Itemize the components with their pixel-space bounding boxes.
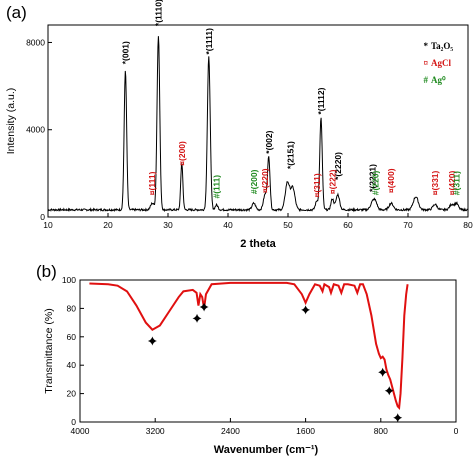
ftir-x-tick-label: 1600 [296, 426, 315, 436]
xrd-peak-label: *(002) [264, 130, 274, 153]
ftir-y-tick-label: 40 [67, 360, 77, 370]
xrd-x-tick-label: 80 [463, 220, 473, 230]
xrd-peak-label: *(001) [120, 41, 130, 64]
xrd-peak-label: ¤(311) [312, 173, 322, 197]
xrd-legend: * Ta₂O₅¤ AgCl# Ag⁰ [424, 41, 454, 85]
xrd-peak-label: ¤(400) [386, 168, 396, 193]
xrd-peak-label: #(220) [371, 170, 381, 195]
ftir-x-tick-label: 2400 [221, 426, 240, 436]
xrd-peak-label: *(1110) [153, 0, 163, 26]
xrd-legend-marker: * [424, 41, 429, 51]
ftir-spectrum-line [89, 281, 409, 411]
xrd-legend-label: Ag⁰ [431, 75, 446, 85]
xrd-peak-label: #(311) [452, 171, 462, 195]
xrd-x-axis: 10 20 30 40 50 60 70 80 [43, 213, 473, 230]
xrd-y-axis-title: Intensity (a.u.) [5, 88, 17, 155]
xrd-peak-label: #(200) [249, 169, 259, 194]
xrd-peak-label: ¤(420) [447, 170, 457, 195]
xrd-x-axis-title: 2 theta [240, 238, 276, 250]
ftir-markers [147, 302, 403, 423]
xrd-peak-label: *(2221) [368, 164, 378, 192]
xrd-peak-labels: *(001) *(1110) *(1111) *(002) *(2151) *(1112)… [120, 0, 462, 199]
xrd-y-axis: 0 4000 8000 [26, 37, 52, 222]
ftir-x-axis-title: Wavenumber (cm⁻¹) [214, 444, 319, 456]
ftir-peak-marker [199, 302, 209, 312]
xrd-x-tick-label: 70 [403, 220, 413, 230]
xrd-peak-label: *(2220) [333, 152, 343, 180]
ftir-x-tick-label: 3200 [146, 426, 165, 436]
ftir-y-tick-label: 0 [71, 417, 76, 427]
xrd-chart: (a) 10 20 30 40 50 60 70 80 0 4000 8000 2 theta I… [5, 0, 473, 250]
xrd-y-tick-label: 8000 [26, 37, 45, 47]
ftir-peak-marker [301, 305, 311, 315]
xrd-x-tick-label: 30 [163, 220, 173, 230]
xrd-pattern-line [47, 36, 469, 213]
xrd-peak-label: *(2151) [285, 141, 295, 169]
xrd-x-tick-label: 40 [223, 220, 233, 230]
panel-label-b: (b) [36, 262, 57, 281]
ftir-x-tick-label: 800 [374, 426, 388, 436]
xrd-y-tick-label: 4000 [26, 125, 45, 135]
xrd-peak-label: ¤(220) [260, 168, 270, 193]
xrd-x-tick-label: 60 [343, 220, 353, 230]
panel-label-a: (a) [6, 3, 27, 22]
ftir-x-tick-label: 4000 [71, 426, 90, 436]
ftir-peak-marker [147, 336, 157, 346]
ftir-x-tick-label: 0 [454, 426, 459, 436]
xrd-peak-label: ¤(111) [147, 171, 157, 195]
xrd-peak-label: ¤(222) [327, 169, 337, 194]
ftir-peak-marker [393, 413, 403, 423]
xrd-x-tick-label: 50 [283, 220, 293, 230]
xrd-peak-label: ¤(200) [177, 141, 187, 166]
ftir-x-axis: 4000 3200 2400 1600 800 0 [71, 418, 459, 436]
xrd-x-tick-label: 10 [43, 220, 53, 230]
xrd-x-tick-label: 20 [103, 220, 113, 230]
xrd-legend-marker: ¤ [424, 58, 429, 68]
xrd-legend-label: AgCl [431, 58, 451, 68]
ftir-y-tick-label: 20 [67, 389, 77, 399]
ftir-y-axis-title: Transmittance (%) [43, 308, 55, 393]
ftir-chart: (b) 4000 3200 2400 1600 800 0 0 20 40 60 80 100 Wa… [36, 262, 459, 456]
xrd-peak-label: *(1112) [316, 87, 326, 114]
ftir-y-tick-label: 60 [67, 332, 77, 342]
ftir-plot-frame [79, 279, 457, 423]
xrd-legend-marker: # [424, 75, 429, 85]
ftir-y-axis: 0 20 40 60 80 100 [62, 275, 84, 427]
ftir-y-tick-label: 80 [67, 303, 77, 313]
xrd-y-tick-label: 0 [40, 212, 45, 222]
ftir-peak-marker [378, 367, 388, 377]
xrd-peak-label: #(111) [212, 175, 222, 199]
ftir-peak-marker [192, 313, 202, 323]
xrd-peak-label: ¤(331) [430, 170, 440, 195]
xrd-plot-frame [47, 24, 469, 218]
xrd-peak-label: *(1111) [204, 28, 214, 55]
ftir-peak-marker [384, 386, 394, 396]
xrd-legend-label: Ta₂O₅ [431, 41, 453, 51]
ftir-y-tick-label: 100 [62, 275, 76, 285]
